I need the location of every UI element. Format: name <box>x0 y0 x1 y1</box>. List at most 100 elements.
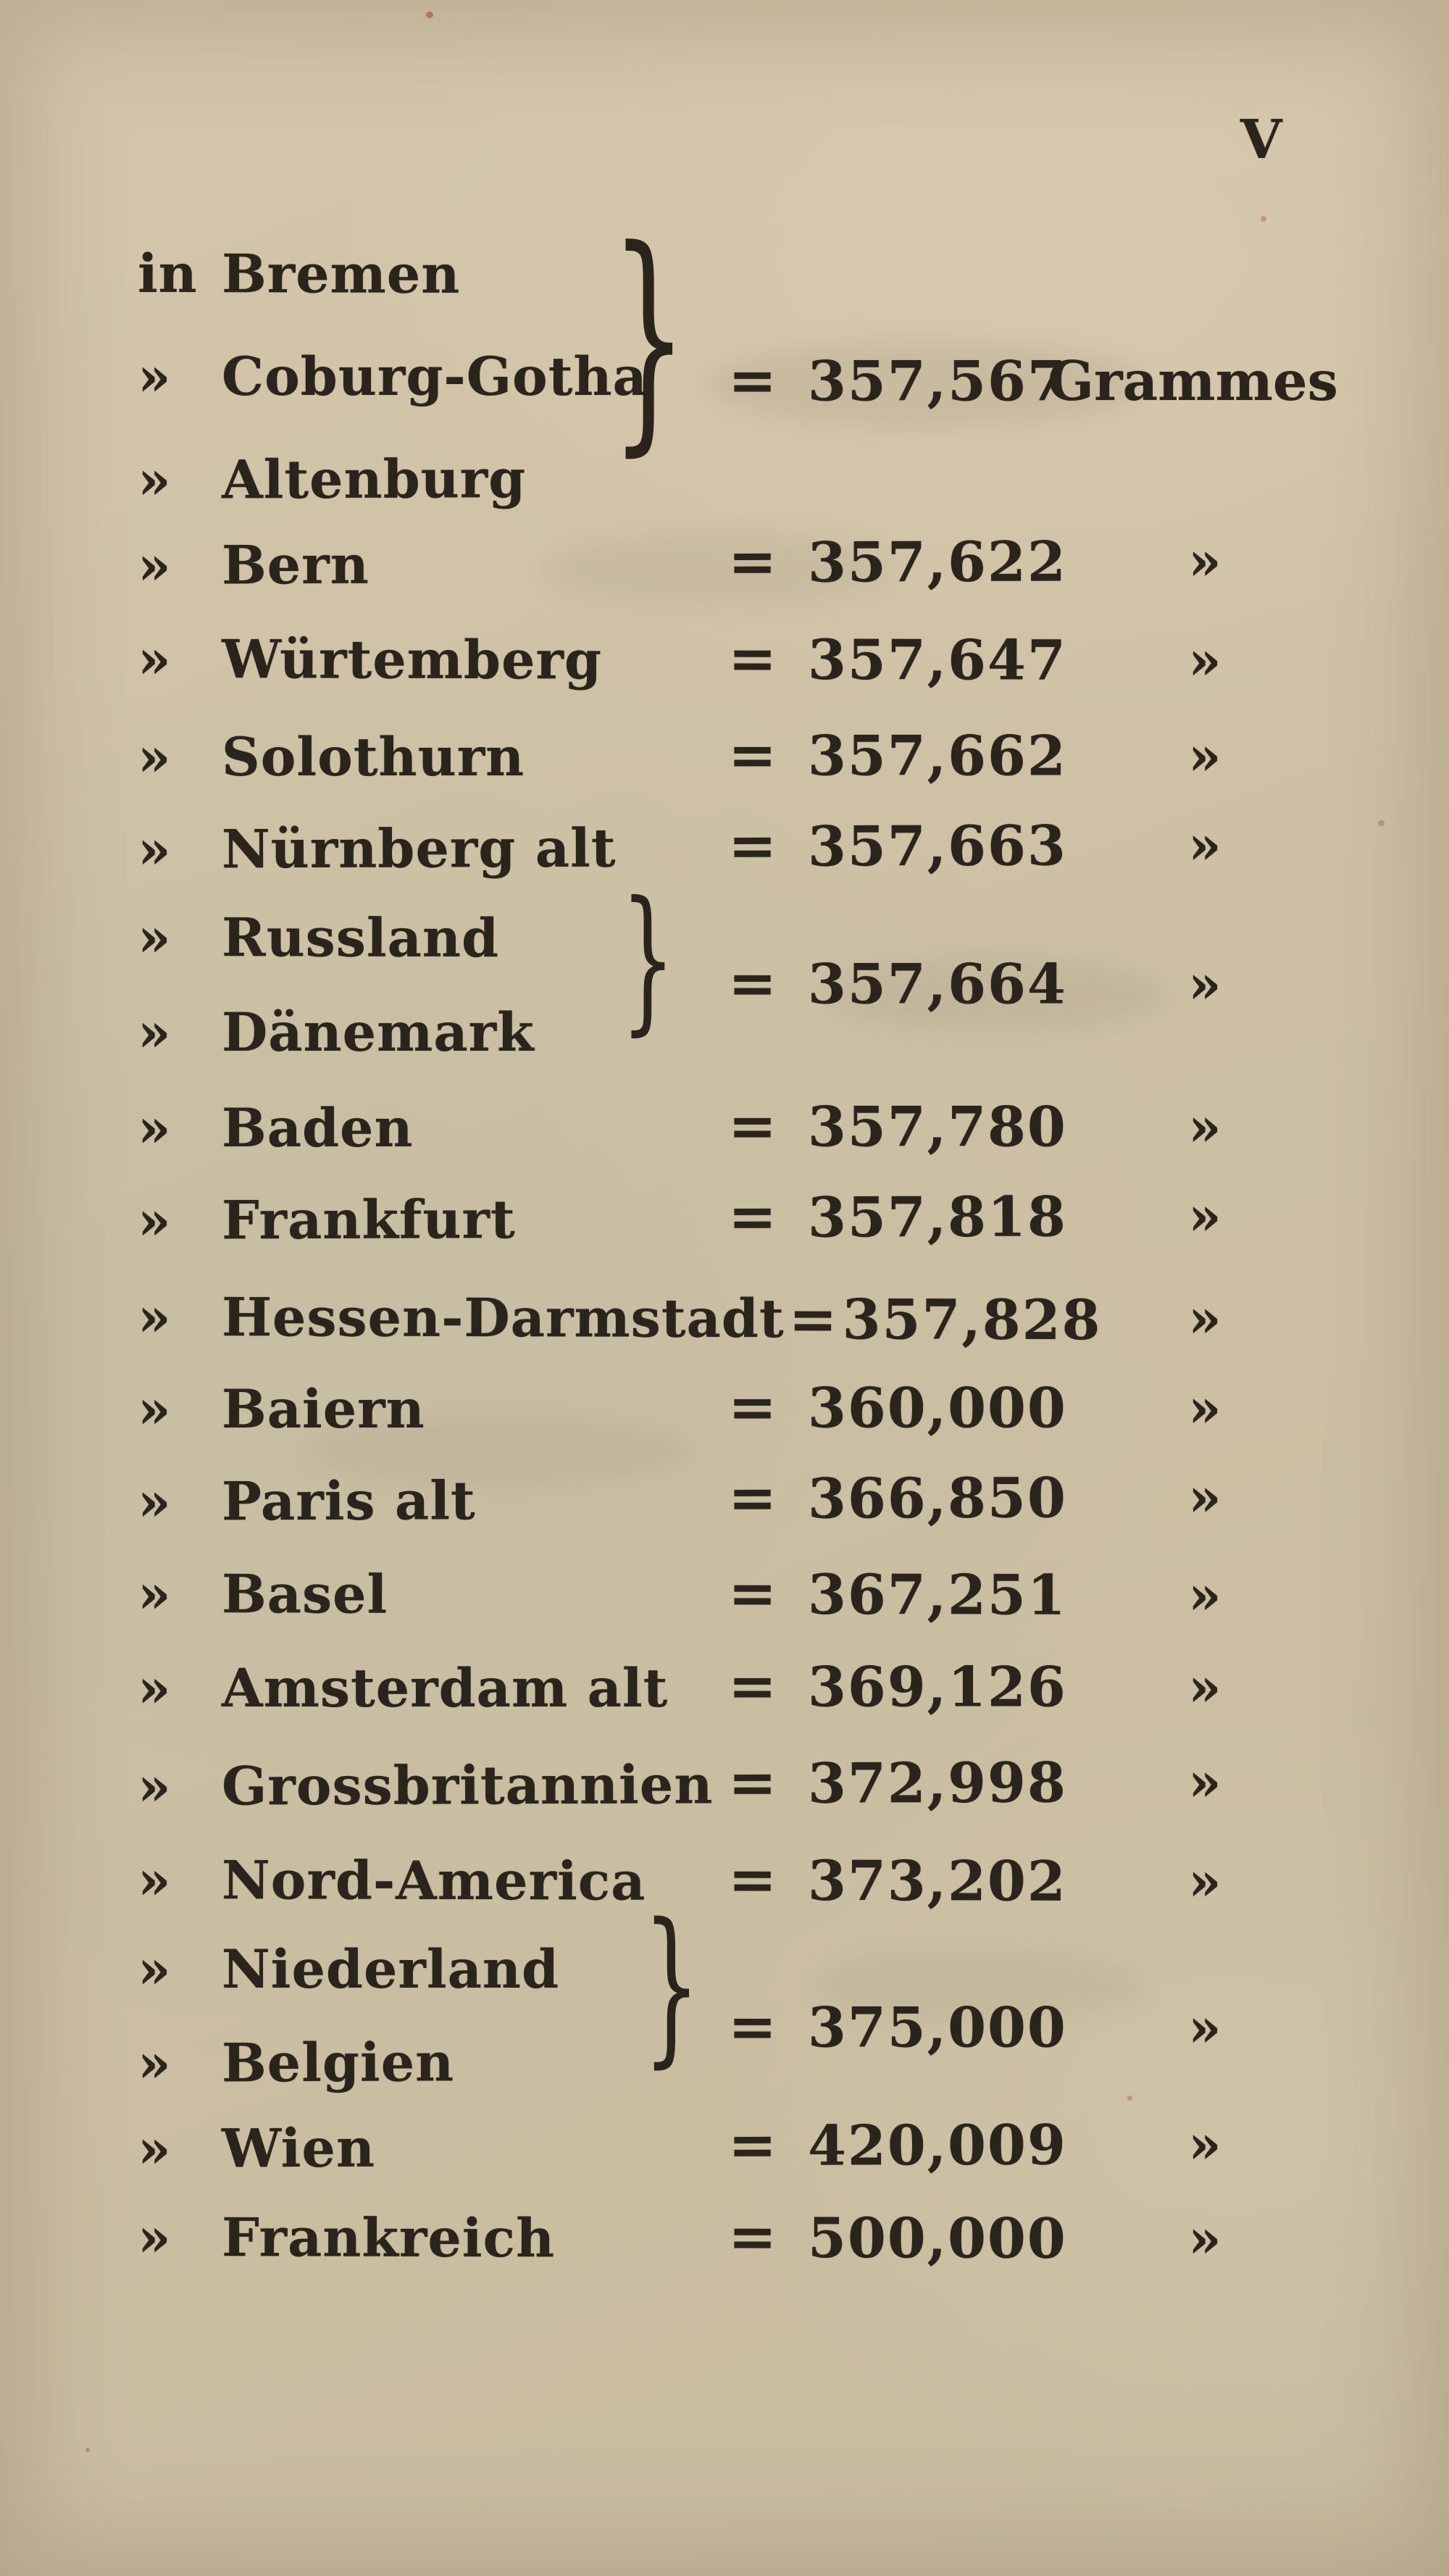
value-number: 500,000 <box>807 2205 1067 2271</box>
value-number: 357,818 <box>807 1184 1067 1250</box>
equals-sign: = <box>727 1559 778 1627</box>
value-number: 357,622 <box>807 529 1067 595</box>
ditto-mark: » <box>138 726 172 788</box>
equals-sign: = <box>727 527 778 596</box>
equals-sign: = <box>728 346 777 414</box>
ditto-mark: » <box>137 818 172 881</box>
equals-sign: = <box>727 1182 778 1251</box>
list-row-altenburg: » Altenburg <box>138 428 1413 528</box>
ditto-mark: » <box>1187 2207 1222 2270</box>
value-number: 420,009 <box>807 2112 1067 2178</box>
list-row-hessen-darmstadt: » Hessen-Darmstadt = 357,828 » <box>138 1270 1413 1368</box>
list-row-grossbritannien: » Grossbritannien = 372,998 » <box>138 1735 1413 1835</box>
paper-speck <box>426 12 433 18</box>
value-number: 366,850 <box>807 1465 1067 1531</box>
place-name: Nord-America <box>221 1849 646 1913</box>
list-row-bremen: in Bremen <box>138 226 1413 325</box>
value-number: 372,998 <box>807 1750 1067 1816</box>
equals-sign: = <box>728 1651 778 1720</box>
ditto-mark: » <box>1188 725 1222 788</box>
ditto-mark: » <box>138 1001 172 1064</box>
ditto-mark: » <box>1187 629 1222 692</box>
ditto-mark: » <box>1187 1287 1222 1350</box>
ditto-mark: » <box>1187 1185 1222 1248</box>
ditto-mark: » <box>137 1755 172 1818</box>
list-row-niederland: » Niederland <box>138 1922 1413 2017</box>
ditto-mark: » <box>138 1657 172 1720</box>
place-name: Niederland <box>222 1938 560 2001</box>
value-number: 357,567 <box>808 349 1067 414</box>
equals-sign: = <box>728 1372 778 1441</box>
place-name: Baden <box>222 1097 414 1159</box>
ditto-mark: » <box>137 2206 172 2269</box>
ditto-mark: » <box>137 1285 172 1349</box>
place-name: Frankfurt <box>221 1188 516 1252</box>
group-value-row: = 357,664 » <box>138 938 1413 1033</box>
list-row-solothurn: » Solothurn = 357,662 » <box>138 709 1413 805</box>
place-name: Basel <box>221 1563 388 1626</box>
ditto-mark: » <box>137 1189 172 1252</box>
place-name: Grossbritannien <box>221 1754 714 1818</box>
ditto-mark: » <box>138 1378 172 1441</box>
equals-sign: = <box>727 811 778 880</box>
paper-speck <box>1261 216 1266 222</box>
value-number: 357,828 <box>842 1286 1102 1352</box>
place-name: Altenburg <box>221 448 527 512</box>
equals-sign: = <box>727 2202 778 2271</box>
paper-speck <box>85 2448 90 2452</box>
ditto-mark: » <box>137 1848 172 1912</box>
equals-sign: = <box>727 1463 778 1532</box>
place-name: Baiern <box>222 1378 425 1441</box>
equals-sign: = <box>727 2110 778 2179</box>
list-row-wien: » Wien = 420,009 » <box>138 2097 1413 2197</box>
equals-sign: = <box>728 1992 777 2061</box>
value-number: 357,780 <box>808 1094 1067 1159</box>
equals-sign: = <box>728 949 777 1017</box>
ditto-mark: » <box>1187 1751 1222 1814</box>
list-row-bern: » Bern = 357,622 » <box>138 514 1413 614</box>
ditto-mark: » <box>1188 953 1222 1016</box>
ditto-mark: » <box>137 2117 172 2180</box>
list-row-coburg-gotha: » Coburg-Gotha <box>138 329 1413 425</box>
ditto-mark: » <box>1187 1850 1222 1913</box>
ditto-mark: » <box>1187 530 1222 593</box>
ditto-mark: » <box>1188 1096 1222 1159</box>
page-number: V <box>1240 109 1285 171</box>
list-row-daenemark: » Dänemark <box>138 985 1413 1080</box>
ditto-mark: » <box>1187 1564 1222 1627</box>
place-name: Solothurn <box>222 726 525 788</box>
ditto-mark: » <box>137 1470 172 1533</box>
ditto-mark: » <box>137 449 172 512</box>
value-number: 357,663 <box>807 813 1067 879</box>
value-number: 357,664 <box>808 951 1067 1017</box>
place-name: Nürnberg alt <box>221 817 617 881</box>
list-row-amsterdam-alt: » Amsterdam alt = 369,126 » <box>138 1641 1413 1736</box>
list-row-baiern: » Baiern = 360,000 » <box>138 1362 1413 1457</box>
ditto-mark: » <box>138 346 172 408</box>
list-row-nuernberg-alt: » Nürnberg alt = 357,663 » <box>138 798 1413 898</box>
group-value-row: = 375,000 » <box>138 1981 1413 2077</box>
ditto-mark: » <box>1187 1466 1222 1529</box>
equals-sign: = <box>728 1091 778 1160</box>
value-number: 367,251 <box>807 1562 1067 1627</box>
list-row-frankfurt: » Frankfurt = 357,818 » <box>138 1169 1413 1269</box>
place-name: Dänemark <box>222 1001 535 1064</box>
ditto-mark: » <box>137 534 172 597</box>
ditto-mark: » <box>138 1097 172 1159</box>
place-name: Wien <box>221 2117 376 2180</box>
value-number: 375,000 <box>808 1995 1067 2060</box>
equals-sign: = <box>788 1285 838 1354</box>
place-name: Frankreich <box>221 2206 556 2270</box>
in-prefix: in <box>137 242 198 306</box>
list-row-frankreich: » Frankreich = 500,000 » <box>138 2190 1413 2288</box>
place-name: Hessen-Darmstadt <box>221 1286 785 1351</box>
ditto-mark: » <box>138 1938 172 2001</box>
unit-grammes: Grammes <box>1048 349 1338 414</box>
equals-sign: = <box>727 624 778 693</box>
value-number: 360,000 <box>808 1375 1067 1441</box>
ditto-mark: » <box>1188 1656 1222 1719</box>
list-row-baden: » Baden = 357,780 » <box>138 1080 1413 1176</box>
group-value-row: = 357,567 Grammes <box>138 335 1413 430</box>
value-number: 357,647 <box>807 627 1067 693</box>
list-row-basel: » Basel = 367,251 » <box>138 1546 1413 1645</box>
